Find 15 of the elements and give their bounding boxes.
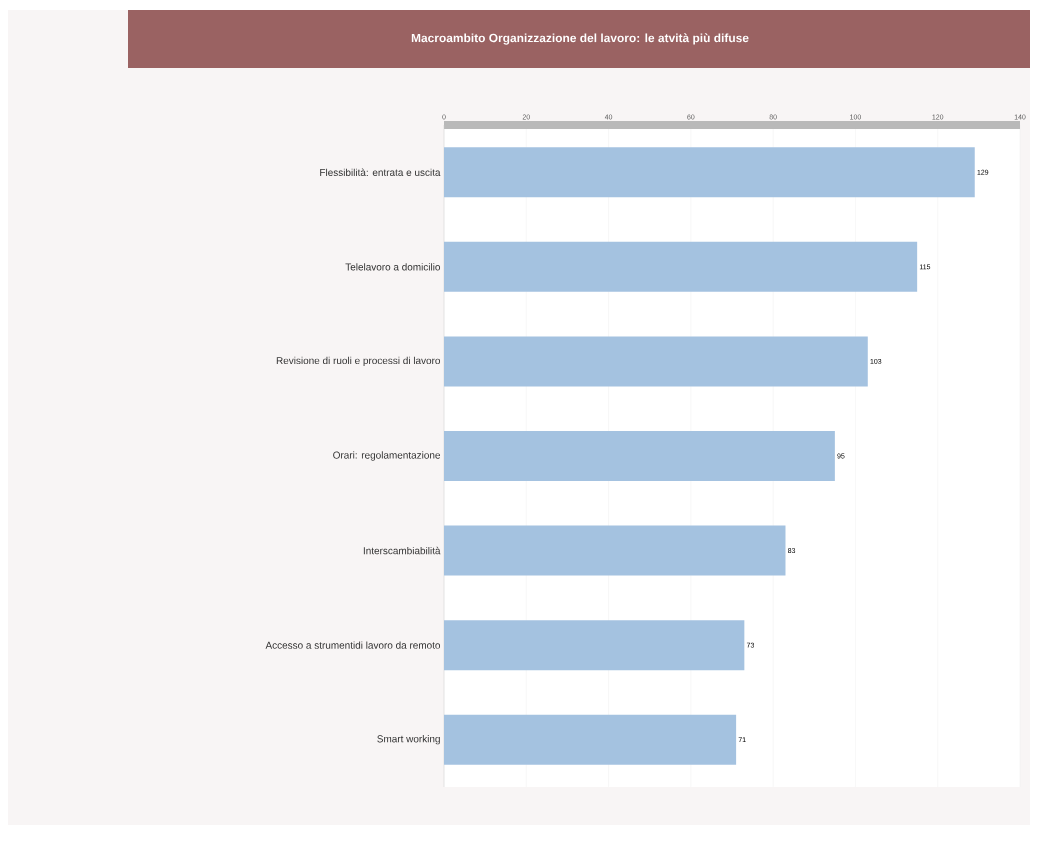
bar <box>444 336 868 387</box>
bar <box>444 241 918 292</box>
y-tick-label: Flessibilità: entrata e uscita <box>320 168 441 176</box>
bar <box>444 620 745 671</box>
bar <box>444 147 975 198</box>
y-tick-label: Smart working <box>377 735 440 745</box>
bar <box>444 430 835 481</box>
bar <box>444 525 786 576</box>
y-tick-label: Accesso a strumentidi lavoro da remoto <box>265 641 441 649</box>
y-tick-label: Revisione di ruoli e processi di lavoro <box>276 356 441 367</box>
y-tick-label: Telelavoro a domicilio <box>345 263 441 271</box>
y-tick-label: Interscambiabilità <box>363 546 441 555</box>
chart-title: Macroambito Organizzazione del lavoro: le atvità più difuse <box>411 33 749 45</box>
y-tick-label: Orari: regolamentazione <box>333 451 441 461</box>
bar <box>444 714 737 765</box>
